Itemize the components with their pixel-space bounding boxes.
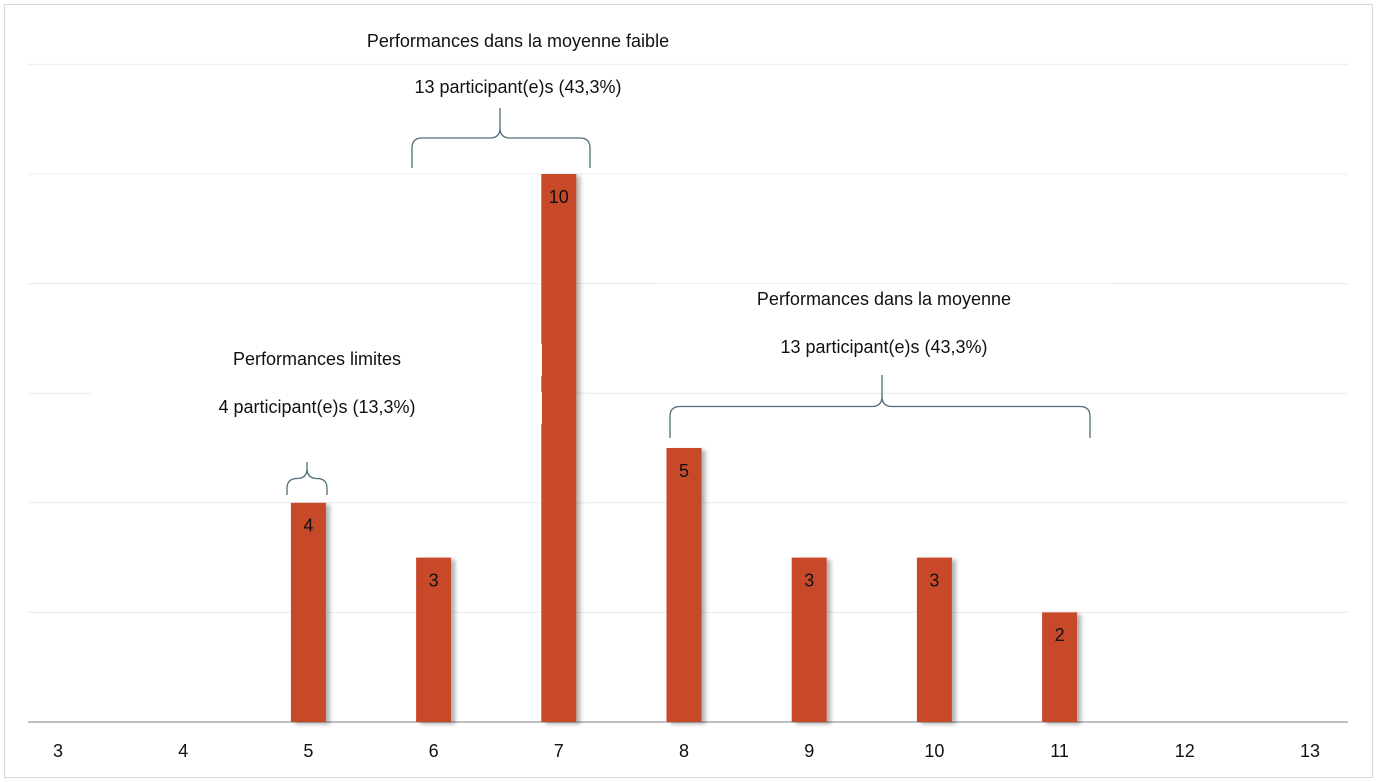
- x-tick-label: 12: [1175, 741, 1195, 761]
- data-label: 10: [549, 187, 569, 207]
- bar: [541, 174, 577, 722]
- x-tick-label: 3: [53, 741, 63, 761]
- data-label: 5: [679, 461, 689, 481]
- data-label: 2: [1055, 625, 1065, 645]
- x-tick-label: 6: [429, 741, 439, 761]
- x-tick-label: 9: [804, 741, 814, 761]
- bar: [416, 557, 452, 722]
- bar: [290, 502, 326, 722]
- data-label: 3: [929, 570, 939, 590]
- x-tick-label: 4: [178, 741, 188, 761]
- bar: [666, 448, 702, 722]
- annotation-bg: [92, 392, 542, 424]
- annotation-text: Performances dans la moyenne: [757, 289, 1011, 309]
- annotation-text: 13 participant(e)s (43,3%): [780, 337, 987, 357]
- annotation-text: Performances limites: [233, 349, 401, 369]
- data-label: 4: [303, 516, 313, 536]
- x-tick-label: 5: [303, 741, 313, 761]
- annotation-brace: [286, 462, 328, 495]
- annotation-bg: [659, 284, 1109, 316]
- x-tick-label: 10: [924, 741, 944, 761]
- annotation-text: 13 participant(e)s (43,3%): [414, 77, 621, 97]
- annotation-bg: [293, 72, 743, 104]
- annotation-bg: [92, 344, 542, 376]
- data-label: 3: [804, 570, 814, 590]
- annotation-text: 4 participant(e)s (13,3%): [218, 397, 415, 417]
- bar: [1042, 612, 1078, 722]
- x-tick-label: 11: [1050, 741, 1069, 761]
- bar: [916, 557, 952, 722]
- data-label: 3: [429, 570, 439, 590]
- annotation-brace: [669, 375, 1091, 438]
- x-tick-label: 8: [679, 741, 689, 761]
- annotation-bg: [659, 332, 1109, 364]
- x-tick-label: 13: [1300, 741, 1320, 761]
- annotation-brace: [411, 108, 591, 168]
- bar: [791, 557, 827, 722]
- annotation-text: Performances dans la moyenne faible: [367, 31, 669, 51]
- x-tick-label: 7: [554, 741, 564, 761]
- annotation-bg: [293, 26, 743, 58]
